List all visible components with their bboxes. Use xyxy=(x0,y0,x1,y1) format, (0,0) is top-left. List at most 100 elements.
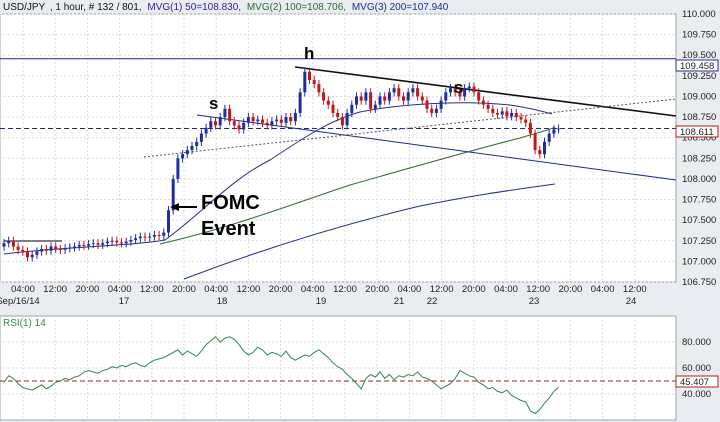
candle-body xyxy=(463,88,467,97)
candle-body xyxy=(77,244,81,247)
time-tick-label: 12:00 xyxy=(237,284,261,295)
candle-body xyxy=(331,104,335,113)
candle xyxy=(30,250,34,262)
time-tick-label: 12:00 xyxy=(43,284,67,295)
candle xyxy=(369,88,373,113)
candle-body xyxy=(49,246,53,251)
candle-body xyxy=(298,92,302,113)
candle-body xyxy=(444,92,448,101)
candle-body xyxy=(538,150,542,155)
resistance-price-text: 109.458 xyxy=(680,61,714,72)
candle xyxy=(82,240,86,250)
candle-body xyxy=(251,117,255,122)
candle xyxy=(115,236,119,247)
candle xyxy=(91,239,95,249)
date-label: 17 xyxy=(119,296,130,307)
candle xyxy=(209,117,213,132)
candle-body xyxy=(96,243,100,245)
candle-body xyxy=(176,158,180,179)
candle-body xyxy=(87,244,91,246)
candle-body xyxy=(120,242,123,244)
candle xyxy=(355,92,358,109)
candle-body xyxy=(308,71,311,80)
candle xyxy=(453,84,457,97)
candle xyxy=(547,129,551,146)
price-tick-label: 106.750 xyxy=(682,277,716,288)
moving-averages xyxy=(3,102,556,280)
candle xyxy=(467,82,471,93)
candle-body xyxy=(350,104,354,113)
candle-body xyxy=(218,117,222,126)
candle-body xyxy=(35,251,39,255)
candle xyxy=(87,239,91,250)
candle xyxy=(312,75,316,89)
candle-body xyxy=(557,128,561,130)
current-price-tag xyxy=(675,125,719,138)
candle-body xyxy=(397,88,401,97)
candle xyxy=(402,92,405,105)
candle-body xyxy=(115,240,119,243)
candle-body xyxy=(481,100,485,105)
candle xyxy=(481,96,485,109)
candle-body xyxy=(317,84,321,93)
candle-body xyxy=(392,88,396,93)
candle-body xyxy=(340,117,344,126)
candle xyxy=(199,129,203,146)
date-label: 22 xyxy=(427,296,438,307)
candle-body xyxy=(336,112,340,118)
candle-body xyxy=(519,117,523,120)
candle-body xyxy=(190,145,194,151)
candle xyxy=(2,239,6,251)
candle xyxy=(340,112,344,130)
candle-body xyxy=(312,79,316,85)
candle xyxy=(303,67,307,97)
candle xyxy=(533,129,537,155)
candle-body xyxy=(369,92,373,109)
candle xyxy=(500,107,504,119)
candle xyxy=(543,137,546,159)
candle-body xyxy=(275,119,279,122)
candle xyxy=(35,247,39,259)
candle-body xyxy=(543,141,546,155)
candle xyxy=(129,235,133,246)
candle xyxy=(54,242,58,254)
candle-body xyxy=(134,238,138,240)
candle-body xyxy=(383,96,387,101)
candle xyxy=(270,117,274,130)
candle xyxy=(434,104,438,118)
rsi-value-text: 45.407 xyxy=(680,377,709,388)
candle xyxy=(411,84,415,97)
candle xyxy=(510,108,514,121)
candle-body xyxy=(232,121,236,126)
candle xyxy=(491,104,495,118)
candle xyxy=(392,84,396,97)
candle-body xyxy=(63,248,67,250)
candle xyxy=(58,244,62,254)
price-panel xyxy=(0,13,677,283)
candle xyxy=(387,88,391,105)
candle-body xyxy=(355,96,358,105)
ma2-label: MVG(2) 100=108.706, xyxy=(247,2,346,13)
candle-body xyxy=(496,112,499,115)
candle xyxy=(190,141,194,155)
fomc-arrow xyxy=(170,203,197,211)
candle xyxy=(293,108,297,126)
candle xyxy=(364,88,368,105)
candle-body xyxy=(21,249,25,252)
candle-body xyxy=(246,117,250,123)
time-tick-label: 20:00 xyxy=(76,284,100,295)
ma1-line xyxy=(3,102,553,255)
candle xyxy=(120,238,123,248)
candle xyxy=(7,236,11,248)
candle xyxy=(68,243,72,253)
candle-body xyxy=(270,121,274,126)
candle xyxy=(237,121,241,134)
time-tick-label: 04:00 xyxy=(11,284,35,295)
candle xyxy=(524,115,528,127)
candle-body xyxy=(449,88,452,93)
candle-body xyxy=(185,150,189,155)
candle-body xyxy=(411,88,415,93)
candle xyxy=(105,237,109,248)
candle xyxy=(514,108,518,122)
candle-body xyxy=(420,96,424,101)
